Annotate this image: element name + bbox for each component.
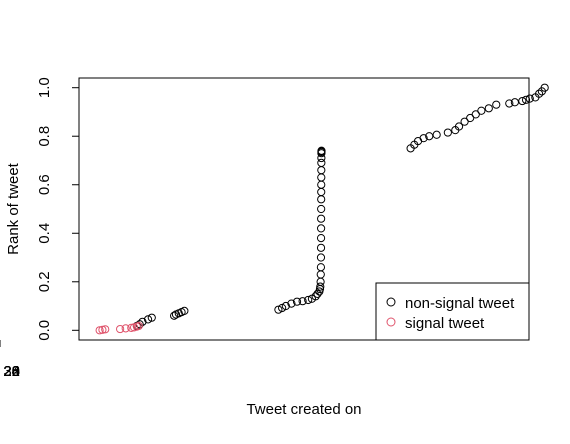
point-non-signal-tweet (317, 166, 326, 175)
point-non-signal-tweet (534, 89, 544, 98)
point-non-signal-tweet (317, 158, 326, 168)
point-non-signal-tweet (466, 113, 475, 123)
y-tick-label: 0.4 (36, 223, 53, 244)
point-non-signal-tweet (521, 95, 531, 104)
point-non-signal-tweet (316, 263, 326, 272)
y-tick-label: 0.8 (36, 126, 53, 147)
data-points (95, 83, 549, 335)
x-tick-label: Jul 26 (0, 363, 20, 380)
x-tick-label: Jul 30 (0, 363, 20, 380)
point-non-signal-tweet (180, 306, 189, 315)
point-signal-tweet (134, 321, 143, 331)
point-non-signal-tweet (317, 187, 326, 197)
point-non-signal-tweet (317, 180, 326, 189)
y-tick-label: 0.2 (36, 271, 53, 292)
point-non-signal-tweet (471, 110, 480, 119)
point-non-signal-tweet (540, 83, 549, 92)
x-tick-label: Jul 24 (0, 363, 20, 380)
legend-label-non-signal: non-signal tweet (405, 295, 515, 312)
y-tick-label: 0.0 (36, 320, 53, 341)
point-non-signal-tweet (316, 234, 326, 243)
point-signal-tweet (116, 324, 125, 334)
point-non-signal-tweet (317, 195, 326, 204)
point-non-signal-tweet (298, 297, 307, 306)
legend-marker-non-signal (386, 297, 396, 307)
point-non-signal-tweet (316, 282, 325, 291)
point-non-signal-tweet (505, 99, 514, 108)
legend-box (375, 282, 530, 341)
point-non-signal-tweet (316, 243, 326, 252)
y-axis-title: Rank of tweet (5, 162, 22, 255)
y-axis: 0.0 0.2 0.4 0.6 0.8 1.0 (36, 77, 80, 341)
point-non-signal-tweet (317, 204, 326, 214)
point-non-signal-tweet (477, 106, 486, 115)
point-non-signal-tweet (432, 130, 441, 139)
point-non-signal-tweet (274, 305, 283, 314)
point-non-signal-tweet (316, 270, 325, 279)
legend: non-signal tweet signal tweet (375, 282, 530, 341)
point-non-signal-tweet (313, 289, 322, 299)
point-non-signal-tweet (317, 224, 326, 233)
point-signal-tweet (95, 326, 104, 335)
point-non-signal-tweet (147, 313, 156, 322)
point-non-signal-tweet (170, 311, 179, 320)
point-non-signal-tweet (292, 297, 302, 306)
point-non-signal-tweet (317, 173, 326, 182)
point-non-signal-tweet (419, 134, 428, 143)
point-non-signal-tweet (316, 253, 326, 262)
x-axis-title: Tweet created on (246, 401, 361, 418)
point-non-signal-tweet (281, 301, 290, 311)
point-non-signal-tweet (143, 315, 153, 324)
point-non-signal-tweet (484, 104, 493, 113)
point-non-signal-tweet (317, 146, 326, 155)
point-non-signal-tweet (425, 132, 434, 141)
y-tick-label: 1.0 (36, 77, 53, 98)
legend-label-signal: signal tweet (405, 315, 485, 332)
point-signal-tweet (121, 324, 130, 333)
point-non-signal-tweet (287, 299, 296, 308)
point-signal-tweet (127, 323, 136, 332)
point-non-signal-tweet (525, 94, 534, 103)
x-axis: Jul 22Jul 24Jul 26Jul 28Jul 30 (0, 340, 20, 380)
point-non-signal-tweet (454, 122, 464, 131)
point-non-signal-tweet (492, 100, 501, 109)
point-non-signal-tweet (443, 128, 452, 137)
point-non-signal-tweet (304, 295, 313, 305)
point-non-signal-tweet (518, 96, 527, 106)
point-signal-tweet (98, 325, 107, 334)
point-non-signal-tweet (460, 117, 469, 126)
y-tick-label: 0.6 (36, 174, 53, 195)
point-signal-tweet (101, 325, 110, 334)
legend-marker-signal (386, 317, 396, 327)
x-tick-label: Jul 22 (0, 363, 20, 380)
point-non-signal-tweet (317, 214, 326, 223)
x-tick-label: Jul 28 (0, 363, 20, 380)
point-non-signal-tweet (316, 277, 325, 286)
